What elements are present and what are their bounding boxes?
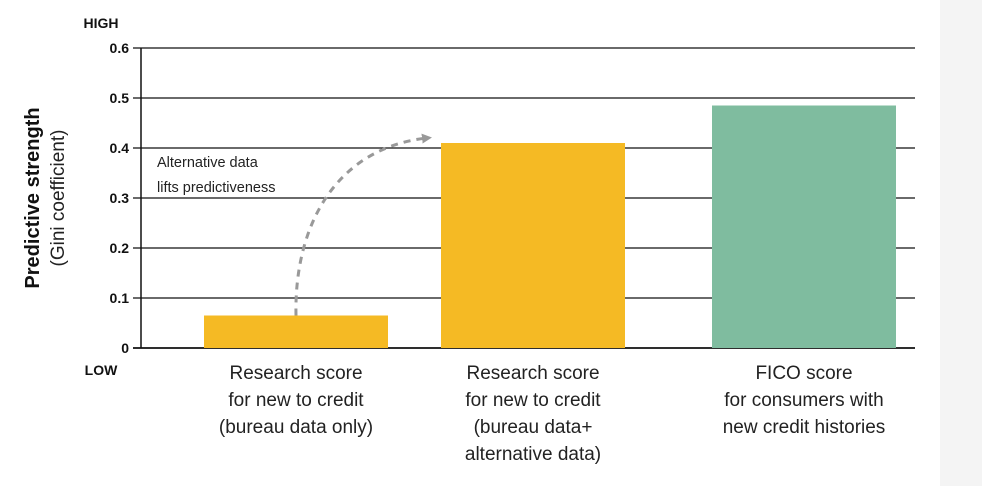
category-label-3: FICO score for consumers with new credit h… <box>723 363 886 438</box>
y-tick-label: 0.2 <box>110 240 130 256</box>
y-axis-low-label: LOW <box>85 362 118 378</box>
y-axis-high-label: HIGH <box>84 15 119 31</box>
annotation-arrow <box>294 133 432 316</box>
category-label-line: alternative data) <box>465 444 601 465</box>
y-tick-label: 0.1 <box>110 290 130 306</box>
y-axis-subtitle: (Gini coefficient) <box>48 130 69 267</box>
bar-1 <box>204 315 388 348</box>
category-label-line: (bureau data+ <box>474 417 593 438</box>
category-labels: Research score for new to credit (bureau d… <box>219 363 885 465</box>
category-label-line: Research score <box>229 363 362 384</box>
y-tick-labels: 0 0.1 0.2 0.3 0.4 0.5 0.6 <box>110 40 130 356</box>
category-label-line: Research score <box>466 363 599 384</box>
annotation-line-1: Alternative data <box>157 155 259 171</box>
bar-3 <box>712 105 896 348</box>
annotation-line-2: lifts predictiveness <box>157 180 275 196</box>
category-label-line: FICO score <box>755 363 852 384</box>
category-label-line: for new to credit <box>465 390 601 411</box>
predictive-strength-bar-chart: Predictive strength (Gini coefficient) H… <box>22 15 915 465</box>
category-label-2: Research score for new to credit (bureau d… <box>465 363 601 465</box>
category-label-line: for new to credit <box>228 390 364 411</box>
y-tick-label: 0.3 <box>110 190 130 206</box>
category-label-line: for consumers with <box>724 390 883 411</box>
bars <box>204 105 896 348</box>
y-tick-label: 0.5 <box>110 90 130 106</box>
y-tick-label: 0.6 <box>110 40 130 56</box>
chart-stage: Predictive strength (Gini coefficient) H… <box>0 0 940 486</box>
category-label-line: new credit histories <box>723 417 886 438</box>
category-label-1: Research score for new to credit (bureau d… <box>219 363 373 438</box>
category-label-line: (bureau data only) <box>219 417 373 438</box>
y-axis-title: Predictive strength <box>22 107 44 288</box>
y-tick-label: 0.4 <box>110 140 130 156</box>
y-tick-label: 0 <box>121 340 129 356</box>
bar-2 <box>441 143 625 348</box>
